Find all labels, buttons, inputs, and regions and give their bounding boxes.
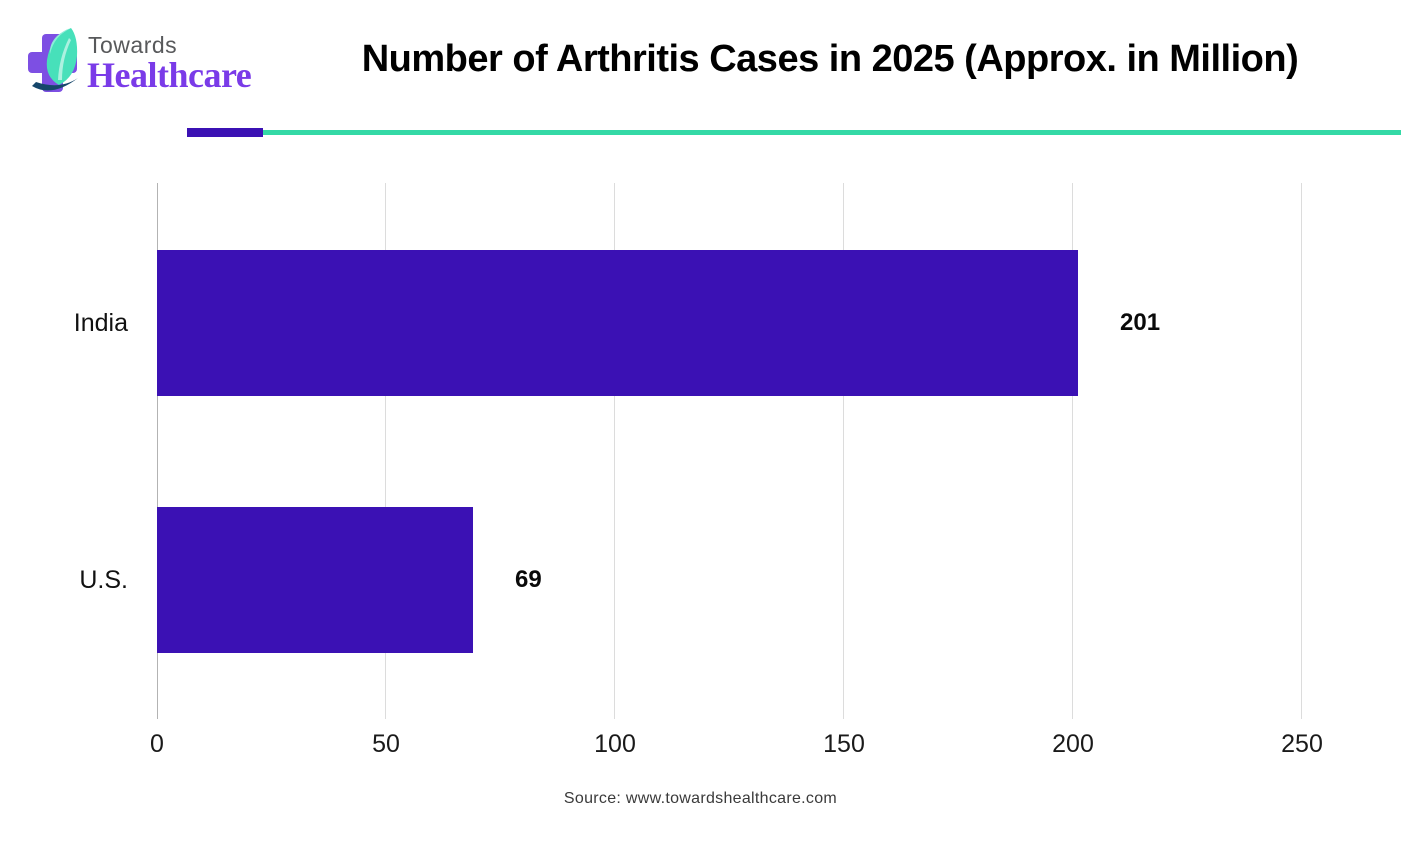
gridline (843, 183, 844, 719)
chart-title: Number of Arthritis Cases in 2025 (Appro… (361, 38, 1299, 80)
x-tick-label: 50 (372, 730, 400, 758)
category-label: India (73, 309, 128, 337)
gridline (1072, 183, 1073, 719)
gridline (614, 183, 615, 719)
bar-value-label: 69 (515, 566, 542, 593)
x-tick-label: 100 (594, 730, 636, 758)
brand-name-top: Towards (88, 32, 178, 58)
plot-area: 201 69 (157, 183, 1302, 719)
x-tick-label: 150 (823, 730, 865, 758)
gridline (385, 183, 386, 719)
leaf-icon (46, 28, 78, 85)
leaf-swoosh-icon (32, 78, 78, 91)
y-axis-line (157, 183, 158, 719)
towards-healthcare-logo-icon (28, 28, 78, 92)
gridline (1301, 183, 1302, 719)
divider-teal-line (263, 130, 1401, 135)
x-tick-label: 0 (150, 730, 164, 758)
x-tick-label: 200 (1052, 730, 1094, 758)
bar-india (157, 250, 1078, 396)
category-label: U.S. (79, 566, 128, 594)
divider-purple-segment (187, 128, 263, 137)
source-text: Source: www.towardshealthcare.com (563, 790, 838, 807)
x-tick-label: 250 (1281, 730, 1323, 758)
brand-name-bottom: Healthcare (87, 55, 252, 95)
bar-value-label: 201 (1120, 309, 1161, 336)
bar-us (157, 507, 473, 653)
